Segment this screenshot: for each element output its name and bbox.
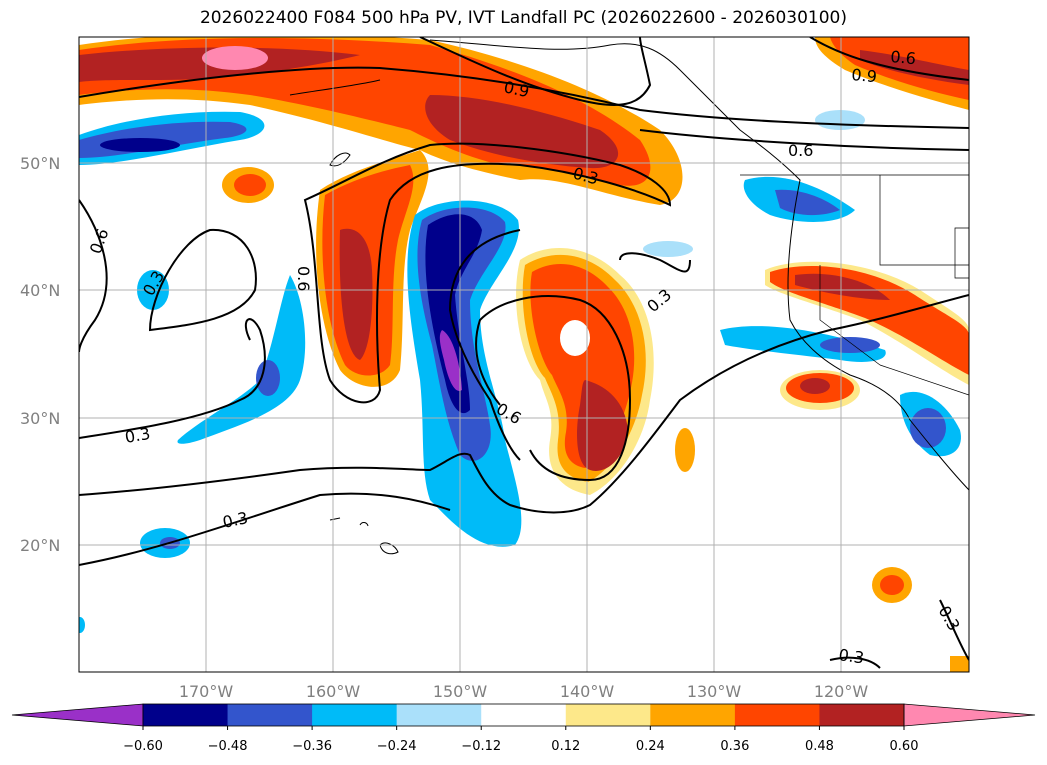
contour-label: 0.6 bbox=[294, 266, 313, 291]
lon-label: 140°W bbox=[560, 682, 615, 701]
contour-label: 0.9 bbox=[502, 77, 531, 101]
colorbar-extend-low bbox=[11, 703, 144, 727]
contour-label: 0.3 bbox=[221, 508, 250, 532]
contour-label: 0.6 bbox=[788, 141, 813, 160]
gridlines bbox=[79, 37, 969, 672]
colorbar-tick-label: −0.12 bbox=[461, 739, 501, 754]
colorbar-tick-label: 0.60 bbox=[890, 739, 919, 754]
contour-label: 0.3 bbox=[123, 424, 151, 447]
pv-pink-max bbox=[202, 46, 268, 70]
colorbar-tick-label: −0.36 bbox=[292, 739, 332, 754]
colorbar-tick-label: 0.24 bbox=[636, 739, 665, 754]
colorbar-segment bbox=[396, 704, 482, 726]
lon-label: 150°W bbox=[433, 682, 488, 701]
map-frame bbox=[78, 36, 970, 673]
pv-shading bbox=[79, 37, 969, 672]
colorbar: −0.60 −0.48 −0.36 −0.24 −0.12 0.12 0.24 0.36 0.4… bbox=[11, 703, 1036, 754]
colorbar-tick-label: 0.36 bbox=[720, 739, 749, 754]
lat-label: 50°N bbox=[20, 154, 60, 173]
colorbar-tick-label: −0.60 bbox=[123, 739, 163, 754]
colorbar-extend-high bbox=[903, 703, 1036, 727]
lon-label: 120°W bbox=[814, 682, 869, 701]
map-plot-area: 0.9 0.6 0.9 0.6 0.3 0.6 0.3 0.6 0.3 0.3 … bbox=[79, 37, 969, 672]
colorbar-segment bbox=[819, 704, 905, 726]
lon-label: 160°W bbox=[306, 682, 361, 701]
colorbar-frame bbox=[142, 703, 905, 727]
borders bbox=[740, 174, 969, 396]
map-title: 2026022400 F084 500 hPa PV, IVT Landfall… bbox=[199, 8, 847, 28]
lon-label: 170°W bbox=[179, 682, 234, 701]
colorbar-segment bbox=[650, 704, 736, 726]
colorbar-segment bbox=[227, 704, 313, 726]
ivt-contours bbox=[79, 37, 969, 669]
colorbar-segment bbox=[481, 704, 567, 726]
lat-label: 20°N bbox=[20, 536, 60, 555]
longitude-labels: 170°W 160°W 150°W 140°W 130°W 120°W bbox=[179, 682, 869, 701]
colorbar-tick-label: 0.48 bbox=[805, 739, 834, 754]
lon-label: 130°W bbox=[687, 682, 742, 701]
colorbar-segment bbox=[734, 704, 820, 726]
contour-label: 0.3 bbox=[837, 645, 865, 667]
colorbar-segment bbox=[143, 704, 229, 726]
contour-label: 0.6 bbox=[890, 47, 917, 68]
lat-label: 30°N bbox=[20, 409, 60, 428]
colorbar-tick-label: −0.48 bbox=[208, 739, 248, 754]
contour-label: 0.9 bbox=[851, 65, 878, 86]
colorbar-tick-label: 0.12 bbox=[551, 739, 580, 754]
colorbar-segment bbox=[565, 704, 651, 726]
latitude-labels: 50°N 40°N 30°N 20°N bbox=[20, 154, 60, 555]
colorbar-segment bbox=[312, 704, 398, 726]
coastlines bbox=[289, 39, 969, 555]
lat-label: 40°N bbox=[20, 281, 60, 300]
colorbar-tick-label: −0.24 bbox=[377, 739, 417, 754]
